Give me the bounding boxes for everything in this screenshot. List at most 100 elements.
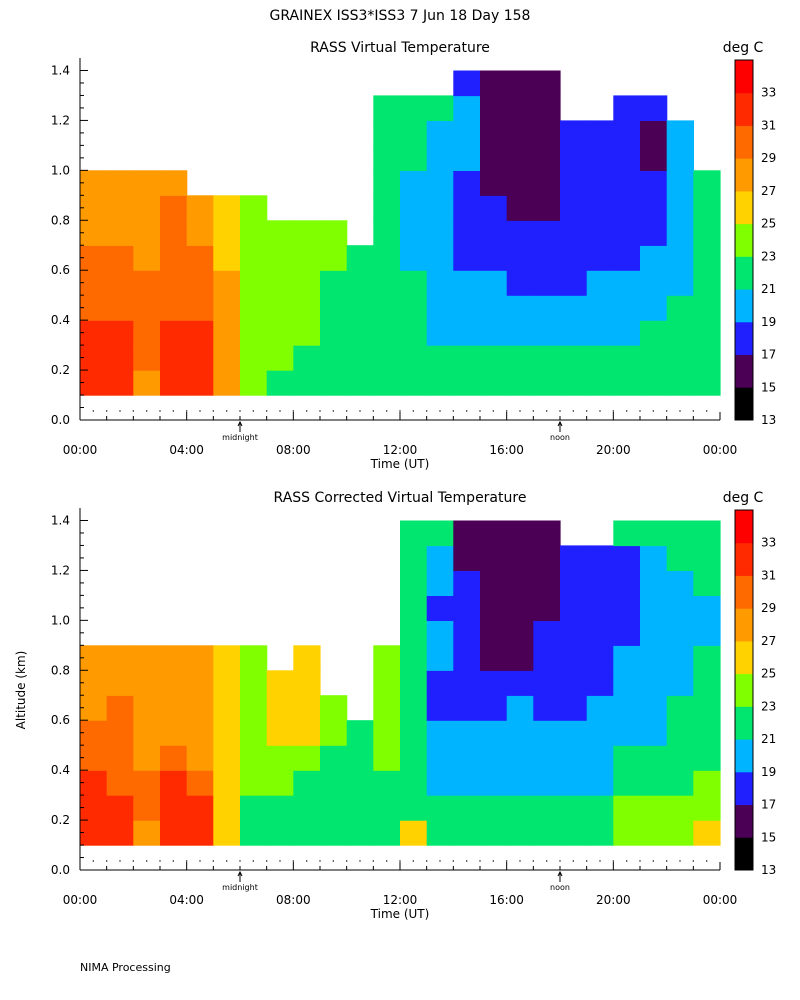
heatmap-cell bbox=[80, 345, 108, 371]
baseline-dot bbox=[346, 410, 348, 412]
heatmap-cell bbox=[266, 795, 294, 821]
heatmap-cell bbox=[560, 720, 588, 746]
heatmap-cell bbox=[293, 295, 321, 321]
heatmap-cell bbox=[373, 720, 401, 746]
heatmap-cell bbox=[613, 220, 641, 246]
heatmap-cell bbox=[426, 370, 454, 396]
heatmap-cell bbox=[533, 520, 561, 547]
colorbar-tick-label: 27 bbox=[761, 634, 776, 648]
heatmap-cell bbox=[453, 145, 481, 171]
heatmap-cell bbox=[453, 545, 481, 571]
heatmap-cell bbox=[560, 770, 588, 796]
heatmap-cell bbox=[560, 545, 588, 571]
colorbar-tick-label: 25 bbox=[761, 217, 776, 231]
y-tick-label: 1.0 bbox=[51, 163, 70, 177]
heatmap-cell bbox=[693, 545, 721, 571]
local-time-arrow bbox=[557, 420, 563, 427]
heatmap-cell bbox=[426, 195, 454, 221]
heatmap-cell bbox=[186, 670, 214, 696]
heatmap-cell bbox=[453, 345, 481, 371]
heatmap-cell bbox=[506, 220, 534, 246]
heatmap-cell bbox=[693, 645, 721, 671]
heatmap-cell bbox=[373, 270, 401, 296]
colorbar-tick-label: 29 bbox=[761, 601, 776, 615]
local-time-label: noon bbox=[550, 883, 570, 892]
y-tick-label: 1.2 bbox=[51, 113, 70, 127]
heatmap-cell bbox=[640, 795, 668, 821]
colorbar-tick-label: 33 bbox=[761, 536, 776, 550]
heatmap-cell bbox=[160, 745, 188, 771]
heatmap-cell bbox=[400, 145, 428, 171]
heatmap-cell bbox=[533, 170, 561, 196]
x-axis-label: Time (UT) bbox=[370, 907, 430, 921]
heatmap-cell bbox=[640, 270, 668, 296]
heatmap-cell bbox=[666, 595, 694, 621]
heatmap-cell bbox=[586, 145, 614, 171]
heatmap-cell bbox=[586, 595, 614, 621]
heatmap-cell bbox=[453, 220, 481, 246]
heatmap-cell bbox=[560, 695, 588, 721]
heatmap-cell bbox=[613, 520, 641, 547]
heatmap-cell bbox=[480, 545, 508, 571]
baseline-dot bbox=[386, 410, 388, 412]
heatmap-cell bbox=[666, 370, 694, 396]
colorbar-tick-label: 17 bbox=[761, 348, 776, 362]
heatmap-cell bbox=[400, 670, 428, 696]
heatmap-cell bbox=[693, 195, 721, 221]
baseline-dot bbox=[506, 860, 508, 862]
heatmap-cell bbox=[693, 170, 721, 196]
footer-note: NIMA Processing bbox=[80, 961, 171, 974]
baseline-dot bbox=[626, 860, 628, 862]
heatmap-cell bbox=[373, 195, 401, 221]
heatmap-cell bbox=[533, 270, 561, 296]
heatmap-cell bbox=[213, 320, 241, 346]
heatmap-cell bbox=[346, 270, 374, 296]
heatmap-cell bbox=[346, 820, 374, 846]
heatmap-cell bbox=[666, 520, 694, 547]
y-tick-label: 0.6 bbox=[51, 713, 70, 727]
baseline-dot bbox=[306, 410, 308, 412]
y-tick-label: 0.6 bbox=[51, 263, 70, 277]
heatmap-cell bbox=[320, 695, 348, 721]
heatmap-cell bbox=[480, 520, 508, 547]
x-tick-label: 20:00 bbox=[596, 443, 631, 457]
baseline-dot bbox=[319, 860, 321, 862]
heatmap-cell bbox=[160, 795, 188, 821]
heatmap-cell bbox=[453, 645, 481, 671]
colorbar-tick-label: 21 bbox=[761, 732, 776, 746]
heatmap-cell bbox=[346, 745, 374, 771]
heatmap-cell bbox=[240, 345, 268, 371]
heatmap-cell bbox=[186, 220, 214, 246]
heatmap-cell bbox=[533, 345, 561, 371]
heatmap-cell bbox=[586, 545, 614, 571]
baseline-dot bbox=[612, 860, 614, 862]
heatmap-cell bbox=[506, 695, 534, 721]
heatmap-cell bbox=[426, 770, 454, 796]
heatmap-cell bbox=[560, 670, 588, 696]
heatmap-cell bbox=[426, 595, 454, 621]
heatmap-cell bbox=[106, 745, 134, 771]
heatmap-cell bbox=[266, 320, 294, 346]
heatmap-cell bbox=[693, 745, 721, 771]
heatmap-cell bbox=[560, 195, 588, 221]
baseline-dot bbox=[599, 410, 601, 412]
heatmap-cell bbox=[693, 720, 721, 746]
heatmap-cell bbox=[693, 220, 721, 246]
heatmap-cell bbox=[426, 320, 454, 346]
heatmap-cell bbox=[666, 570, 694, 596]
heatmap-cell bbox=[106, 295, 134, 321]
heatmap-cell bbox=[373, 295, 401, 321]
baseline-dot bbox=[599, 860, 601, 862]
heatmap-cell bbox=[266, 220, 294, 246]
heatmap-cell bbox=[480, 570, 508, 596]
colorbar-tick-label: 31 bbox=[761, 118, 776, 132]
heatmap-cell bbox=[640, 520, 668, 547]
colorbar: 13 15 17 19 21 23 25 27 29 31 33 bbox=[734, 509, 776, 877]
heatmap-cell bbox=[320, 745, 348, 771]
heatmap-cell bbox=[133, 670, 161, 696]
panel-virtual-temperature: RASS Virtual Temperature 0.0 0.2 0.4 0.6 0.8… bbox=[51, 40, 776, 471]
heatmap-cell bbox=[400, 345, 428, 371]
heatmap-cell bbox=[666, 795, 694, 821]
heatmap-cell bbox=[133, 270, 161, 296]
heatmap-cell bbox=[106, 695, 134, 721]
